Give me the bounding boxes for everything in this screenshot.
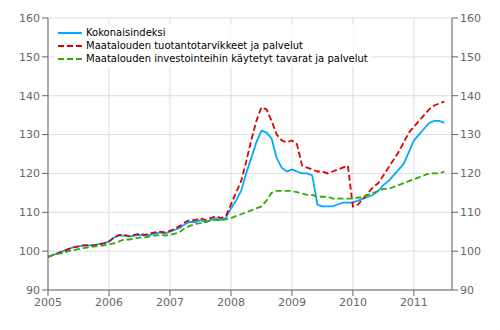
svg-text:160: 160	[460, 12, 481, 25]
svg-text:100: 100	[19, 245, 40, 258]
svg-text:140: 140	[19, 90, 40, 103]
svg-text:2008: 2008	[217, 296, 245, 309]
svg-text:120: 120	[19, 167, 40, 180]
svg-text:2006: 2006	[95, 296, 123, 309]
svg-text:150: 150	[460, 51, 481, 64]
svg-text:90: 90	[26, 284, 40, 297]
svg-text:2005: 2005	[34, 296, 62, 309]
svg-text:110: 110	[19, 206, 40, 219]
svg-text:2007: 2007	[156, 296, 184, 309]
svg-text:2010: 2010	[339, 296, 367, 309]
html-text:Kokonaisindeksi: Kokonaisindeksi	[86, 27, 166, 38]
svg-text:120: 120	[460, 167, 481, 180]
svg-text:150: 150	[19, 51, 40, 64]
svg-text:130: 130	[460, 128, 481, 141]
html-text:Maatalouden investointeihin kä: Maatalouden investointeihin käytetyt tav…	[86, 53, 368, 64]
svg-text:110: 110	[460, 206, 481, 219]
svg-text:160: 160	[19, 12, 40, 25]
html-text:Maatalouden tuotantotarvikkeet: Maatalouden tuotantotarvikkeet ja palvel…	[86, 40, 303, 51]
svg-text:140: 140	[460, 90, 481, 103]
svg-text:90: 90	[460, 284, 474, 297]
svg-text:130: 130	[19, 128, 40, 141]
svg-text:100: 100	[460, 245, 481, 258]
svg-text:2011: 2011	[400, 296, 428, 309]
svg-text:2009: 2009	[278, 296, 306, 309]
